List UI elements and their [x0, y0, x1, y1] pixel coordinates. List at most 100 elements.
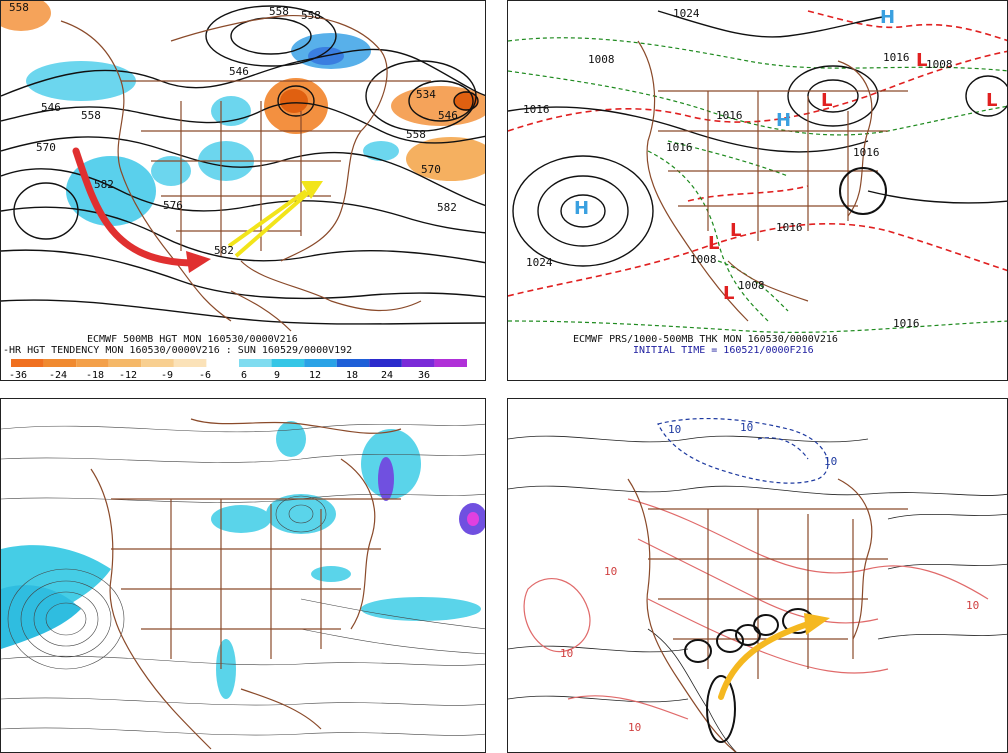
contour-label: 534: [416, 88, 436, 101]
red-arrowhead: [186, 251, 211, 273]
colorbar-tick: -6: [199, 370, 212, 381]
contour-label: 10: [668, 423, 681, 436]
map-caption-title: ECMWF PRS/1000-500MB THK MON 160530/0000…: [573, 334, 838, 345]
colorbar-cell: [401, 359, 435, 367]
low-center: L: [821, 90, 832, 111]
colorbar-cell: [434, 359, 467, 367]
red-flow-arrow: [72, 147, 195, 267]
isobar-label: 1016: [893, 317, 920, 330]
flow-arrows: [72, 147, 323, 273]
map-caption-title: ECMWF 500MB HGT MON 160530/0000V216: [87, 334, 298, 345]
contour-label: 570: [421, 163, 441, 176]
map-pressure-thickness: H H H L L L L L L 1024 1008 1016 1016 10…: [508, 7, 1007, 333]
yellow-arrowhead: [804, 613, 830, 635]
panel-sea-level-pressure-thickness: H H H L L L L L L 1024 1008 1016 1016 10…: [507, 0, 1008, 381]
colorbar-tick: -9: [161, 370, 174, 381]
panel-500mb-height: 558 546 558 558 546 558 534 546 570 582 …: [0, 0, 486, 381]
contour-label: 558: [301, 9, 321, 22]
coastlines: [60, 14, 431, 332]
contour-label: 582: [94, 178, 114, 191]
contour-label: 546: [229, 65, 249, 78]
yellow-flow-arrow-1: [227, 189, 308, 248]
isobar-label: 1016: [776, 221, 803, 234]
contour-label: 558: [9, 1, 29, 14]
coastlines: [637, 40, 908, 322]
yellow-arrowhead: [301, 181, 323, 199]
contour-label: 558: [269, 5, 289, 18]
wind-speed-shading: [1, 421, 485, 699]
contour-label: 582: [214, 244, 234, 257]
colorbar-cell: [43, 359, 77, 367]
colorbar-tick: 9: [274, 370, 281, 381]
low-center: L: [723, 283, 734, 304]
colorbar-cell: [108, 359, 142, 367]
low-center: L: [708, 233, 719, 254]
low-center: L: [916, 50, 927, 71]
colorbar-cell: [304, 359, 337, 367]
isobar-label: 1008: [588, 53, 615, 66]
panel-streamlines: [0, 398, 486, 753]
contour-label: 10: [824, 455, 837, 468]
colorbar-tick: 18: [346, 370, 359, 381]
isobar-label: 1016: [523, 103, 550, 116]
colorbar-tick: -18: [86, 370, 105, 381]
contour-labels: 558 546 558 558 546 558 534 546 570 582 …: [9, 1, 458, 257]
streamlines: [1, 423, 485, 736]
thickness-green-contours: [508, 37, 1007, 333]
colorbar-tick: -24: [49, 370, 68, 381]
isobar-label: 1008: [690, 253, 717, 266]
contour-label: 546: [41, 101, 61, 114]
isobar-label: 1016: [666, 141, 693, 154]
contour-label: 570: [36, 141, 56, 154]
map-caption-initial-time: INITIAL TIME = 160521/0000F216: [633, 345, 814, 356]
colorbar-tick: 36: [418, 370, 431, 381]
isobar-label: 1008: [738, 279, 765, 292]
red-contours: [523, 498, 989, 720]
panel-temperature-anomaly: 10 10 10 10 10 10 10: [507, 398, 1008, 753]
pressure-centers: H H H L L L L L L: [574, 7, 997, 304]
yellow-flow-arrow: [718, 621, 811, 700]
tendency-colorbar: [11, 359, 467, 367]
yellow-flow-arrow-2: [234, 184, 318, 258]
map-streamlines: [1, 418, 485, 750]
colorbar-cell: [239, 359, 272, 367]
isobar-labels: 1024 1008 1016 1016 1016 1024 1016 1008 …: [523, 7, 953, 330]
colorbar-tick: 24: [381, 370, 394, 381]
coastlines: [90, 418, 402, 750]
circle-annotation: [839, 167, 887, 215]
high-center: H: [574, 198, 589, 219]
isobar-label: 1024: [673, 7, 700, 20]
colorbar-tick: -36: [9, 370, 28, 381]
blue-dashed-contours: [657, 417, 829, 484]
map-500mb-height: 558 546 558 558 546 558 534 546 570 582 …: [1, 1, 485, 332]
colorbar-cell: [11, 359, 44, 367]
coastlines: [627, 478, 908, 752]
black-contours: [508, 435, 1007, 752]
map-caption-subtitle: -HR HGT TENDENCY MON 160530/0000V216 : S…: [3, 345, 353, 356]
map-temperature-anomaly: 10 10 10 10 10 10 10: [508, 417, 1007, 752]
colorbar-tick: 12: [309, 370, 322, 381]
colorbar-cell: [206, 359, 239, 367]
colorbar-cell: [173, 359, 207, 367]
high-center: H: [776, 110, 791, 131]
contour-label: 576: [163, 199, 183, 212]
contour-label: 10: [628, 721, 641, 734]
isobar-label: 1016: [853, 146, 880, 159]
colorbar-tick: -12: [119, 370, 138, 381]
contour-labels: 10 10 10 10 10 10 10: [560, 421, 979, 734]
circle-annotations: [684, 608, 814, 743]
high-center: H: [880, 7, 895, 28]
contour-label: 546: [438, 109, 458, 122]
contour-label: 10: [740, 421, 753, 434]
contour-label: 582: [437, 201, 457, 214]
colorbar-cell: [336, 359, 370, 367]
isobar-label: 1024: [526, 256, 553, 269]
colorbar-cell: [141, 359, 174, 367]
isobar-label: 1016: [716, 109, 743, 122]
colorbar-tick-labels: -36 -24 -18 -12 -9 -6 6 9 12 18 24 36: [1, 370, 485, 381]
contour-label: 10: [560, 647, 573, 660]
colorbar-tick: 6: [241, 370, 248, 381]
low-center: L: [730, 220, 741, 241]
isobar-label: 1008: [926, 58, 953, 71]
tendency-shading: [1, 1, 485, 226]
